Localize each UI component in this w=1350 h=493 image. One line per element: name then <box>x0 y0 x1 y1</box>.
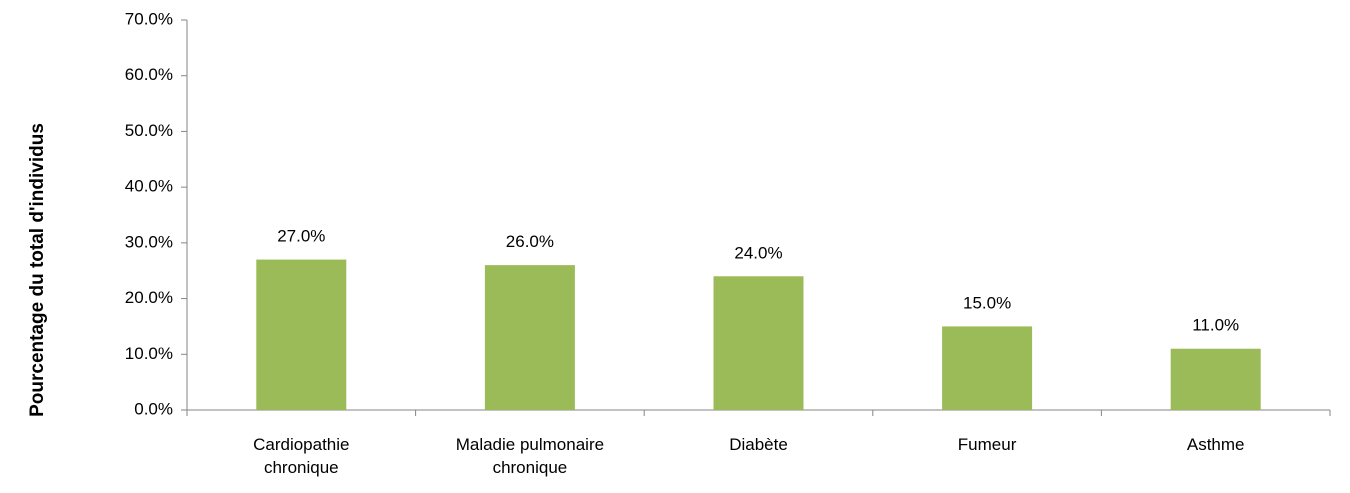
x-tick-label: Diabète <box>729 435 788 454</box>
y-tick-label: 20.0% <box>125 288 173 307</box>
bar <box>256 259 347 410</box>
y-tick-label: 50.0% <box>125 121 173 140</box>
y-tick-label: 10.0% <box>125 344 173 363</box>
y-tick-label: 0.0% <box>134 399 173 418</box>
value-label: 24.0% <box>734 243 782 262</box>
y-tick-label: 70.0% <box>125 9 173 28</box>
bar <box>942 326 1033 410</box>
value-label: 15.0% <box>963 293 1011 312</box>
y-tick-label: 60.0% <box>125 65 173 84</box>
x-tick-label: Asthme <box>1187 435 1245 454</box>
value-label: 26.0% <box>506 232 554 251</box>
y-tick-label: 40.0% <box>125 177 173 196</box>
value-label: 11.0% <box>1192 316 1239 335</box>
y-tick-label: 30.0% <box>125 232 173 251</box>
x-tick-label: Fumeur <box>958 435 1017 454</box>
y-axis-label: Pourcentage du total d'individus <box>27 123 48 417</box>
value-label: 27.0% <box>277 227 325 246</box>
x-tick-label: Cardiopathie chronique <box>253 435 349 477</box>
bar <box>1170 348 1261 410</box>
bar <box>713 276 804 410</box>
x-tick-label: Maladie pulmonaire chronique <box>456 435 604 477</box>
bar <box>484 265 575 410</box>
